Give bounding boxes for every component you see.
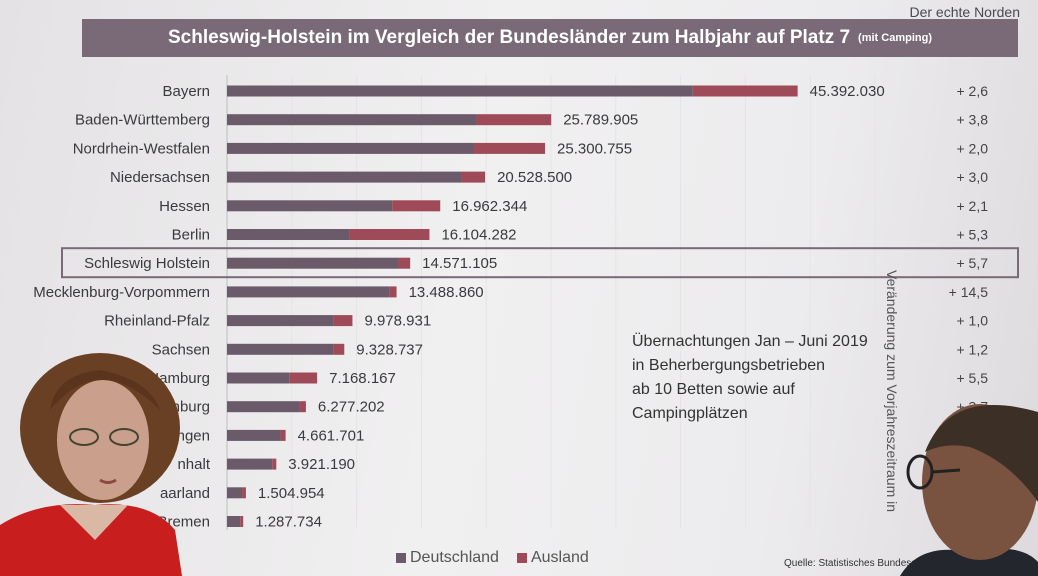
bar-ausland — [476, 114, 552, 126]
category-label: ngen — [177, 427, 210, 444]
bar-ausland — [398, 257, 411, 269]
category-label: Schleswig Holstein — [84, 255, 210, 272]
legend-label-deutschland: Deutschland — [410, 549, 499, 566]
bar-ausland — [242, 487, 246, 499]
legend-item-ausland: Ausland — [516, 549, 589, 567]
legend: Deutschland Ausland — [396, 549, 589, 567]
data-label: 4.661.701 — [298, 427, 365, 444]
category-label: aarland — [160, 485, 210, 502]
change-label: + 5,7 — [956, 255, 988, 271]
legend-swatch-ausland — [516, 553, 527, 563]
category-label: Berlin — [172, 227, 210, 244]
change-label: + 2,1 — [956, 198, 988, 214]
data-label: 16.104.282 — [441, 227, 516, 244]
bar-deutschland — [227, 171, 462, 183]
legend-label-ausland: Ausland — [530, 549, 589, 566]
data-label: 6.277.202 — [318, 399, 385, 416]
bar-deutschland — [227, 429, 281, 441]
data-label: 1.287.734 — [255, 514, 322, 531]
category-label: Baden-Württemberg — [75, 112, 210, 129]
bar-deutschland — [227, 487, 243, 499]
data-label: 25.789.905 — [563, 112, 638, 129]
data-label: 20.528.500 — [497, 169, 572, 186]
data-label: 1.504.954 — [258, 485, 325, 502]
data-label: 9.978.931 — [364, 313, 431, 330]
category-label: Sachsen — [152, 341, 210, 358]
change-label: + 5,5 — [956, 370, 988, 386]
bar-deutschland — [227, 372, 290, 384]
bar-ausland — [461, 171, 486, 183]
bar-deutschland — [227, 315, 334, 327]
person-right — [900, 404, 1038, 576]
slide-title-sub: (mit Camping) — [858, 32, 932, 44]
data-label: 25.300.755 — [557, 140, 632, 157]
data-label: 7.168.167 — [329, 370, 396, 387]
source-note: Quelle: Statistisches Bundesam — [784, 558, 926, 569]
category-label: Nordrhein-Westfalen — [73, 140, 210, 157]
bar-ausland — [389, 286, 397, 298]
bar-ausland — [392, 200, 441, 212]
bar-ausland — [280, 429, 286, 441]
bar-deutschland — [227, 257, 399, 269]
slide-title: Schleswig-Holstein im Vergleich der Bund… — [167, 27, 851, 48]
category-label: nhalt — [177, 456, 210, 473]
bar-deutschland — [227, 85, 693, 97]
data-label: 16.962.344 — [452, 198, 527, 215]
bar-ausland — [333, 315, 353, 327]
highlight-row-box — [61, 247, 1019, 279]
change-label: + 1,2 — [956, 341, 988, 357]
bar-ausland — [240, 516, 244, 527]
legend-item-deutschland: Deutschland — [396, 549, 499, 567]
bar-ausland — [349, 229, 430, 240]
change-label: + 3,0 — [956, 169, 988, 185]
bar-ausland — [333, 343, 345, 355]
bar-deutschland — [227, 200, 393, 212]
chart-note: Übernachtungen Jan – Juni 2019 in Beherb… — [632, 333, 868, 422]
data-label: 45.392.030 — [810, 83, 885, 100]
change-label: + 2,6 — [956, 83, 988, 99]
data-label: 14.571.105 — [422, 255, 497, 272]
bar-deutschland — [227, 401, 300, 413]
slide-title-bar: Schleswig-Holstein im Vergleich der Bund… — [82, 19, 1018, 57]
bar-ausland — [692, 85, 798, 97]
change-label: + 1,0 — [956, 313, 988, 329]
data-label: 9.328.737 — [356, 341, 423, 358]
bar-deutschland — [227, 286, 390, 298]
category-label: Mecklenburg-Vorpommern — [33, 284, 210, 301]
bar-deutschland — [227, 458, 273, 470]
bar-ausland — [289, 372, 318, 384]
data-label: 13.488.860 — [409, 284, 484, 301]
bar-ausland — [474, 142, 546, 154]
presenter-left — [0, 353, 182, 576]
bar-ausland — [272, 458, 277, 470]
change-label: + 2,0 — [956, 140, 988, 156]
bar-deutschland — [227, 229, 350, 240]
bar-deutschland — [227, 114, 477, 126]
bar-ausland — [299, 401, 306, 413]
legend-swatch-deutschland — [396, 553, 406, 563]
change-label: + 5,3 — [956, 227, 988, 243]
category-label: Bayern — [162, 83, 210, 100]
category-label: Niedersachsen — [110, 169, 210, 186]
change-label: + 14,5 — [949, 284, 989, 300]
category-label: Rheinland-Pfalz — [104, 313, 210, 330]
change-label: + 3,8 — [956, 112, 988, 128]
category-label: Hessen — [159, 198, 210, 215]
bar-deutschland — [227, 516, 241, 527]
bar-deutschland — [227, 142, 475, 154]
bar-deutschland — [227, 343, 334, 355]
data-label: 3.921.190 — [288, 456, 355, 473]
brand-label: Der echte Norden — [909, 4, 1020, 20]
